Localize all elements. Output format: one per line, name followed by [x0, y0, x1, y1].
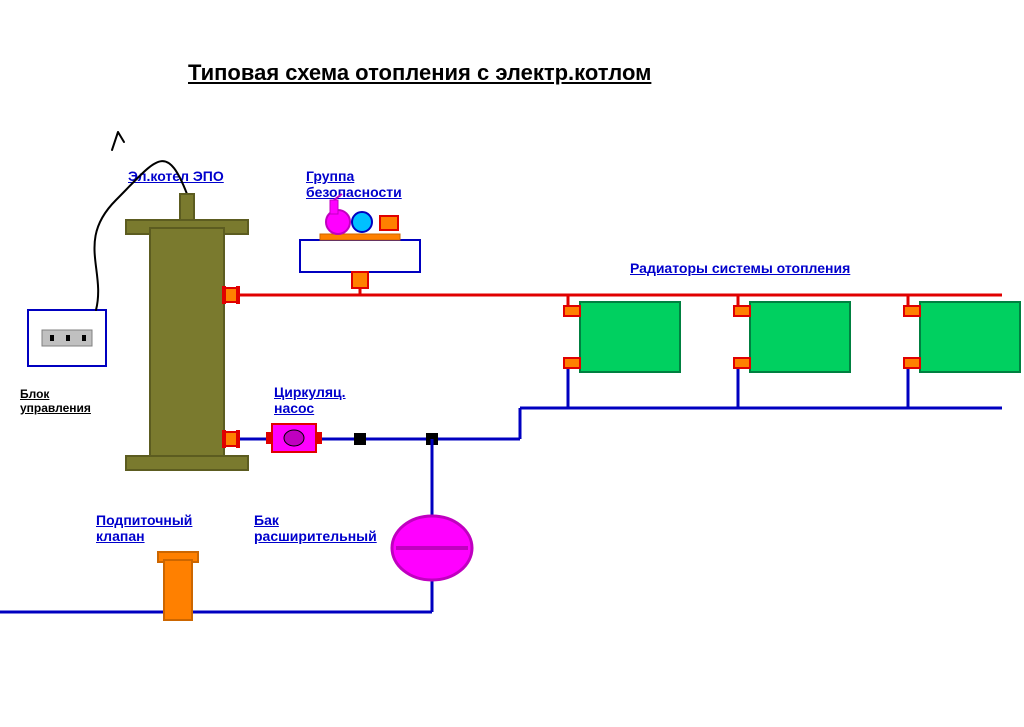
diagram-canvas — [0, 0, 1024, 727]
